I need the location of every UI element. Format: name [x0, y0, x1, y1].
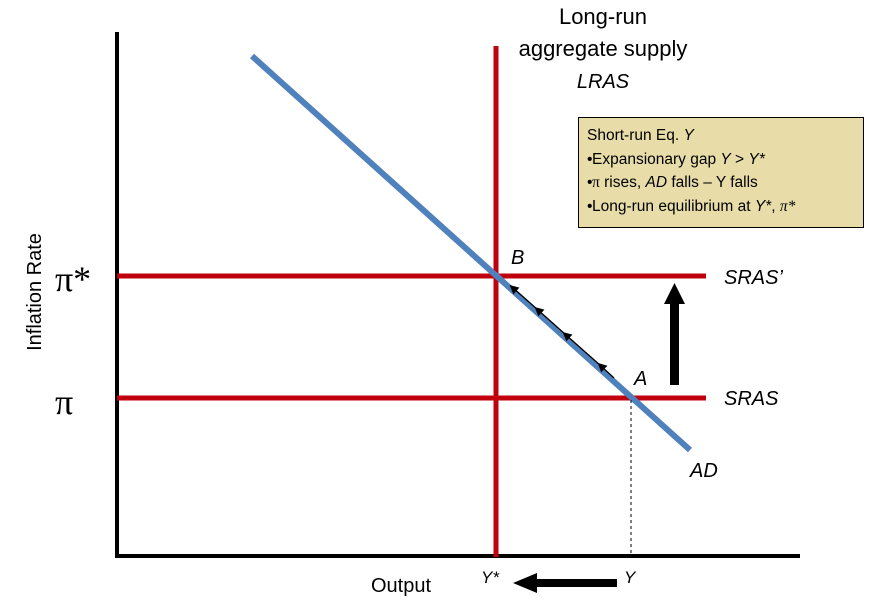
bullet: • [587, 197, 593, 215]
explanation-var: Y [720, 150, 731, 168]
point-a-label: A [633, 368, 647, 390]
adjustment-arrows [509, 284, 615, 379]
explanation-text: , [771, 197, 780, 215]
pi-star-label: π* [55, 259, 91, 299]
adjustment-arrow [534, 306, 567, 336]
output-shift-arrow [513, 573, 617, 593]
adjustment-arrow [562, 331, 602, 367]
explanation-text: Expansionary gap [592, 150, 721, 168]
lras-title-line1: Long-run [559, 4, 647, 29]
explanation-var: Y* [748, 150, 765, 168]
lras-title-line2: aggregate supply [519, 36, 688, 61]
explanation-var: Y [683, 127, 694, 144]
explanation-text: > [730, 150, 749, 168]
explanation-line-2: •Expansionary gap Y > Y* [587, 148, 863, 172]
ad-line [249, 53, 693, 453]
y-star-tick-label: Y* [481, 568, 500, 587]
explanation-var: AD [645, 174, 668, 191]
y-axis-label: Inflation Rate [24, 233, 46, 351]
x-axis-label: Output [371, 575, 431, 597]
explanation-line-3: •π rises, AD falls – Y falls [587, 171, 863, 195]
explanation-text: Short-run Eq. [587, 127, 684, 144]
explanation-symbol: π [592, 174, 600, 191]
sras-shift-arrow [664, 283, 685, 385]
adjustment-arrow [509, 284, 539, 311]
explanation-symbol: π* [779, 197, 796, 215]
sras-prime-label: SRAS’ [724, 267, 783, 289]
adjustment-arrow [597, 362, 615, 379]
explanation-var: Y* [754, 197, 772, 215]
explanation-text: rises, [599, 174, 646, 191]
sras-label: SRAS [724, 388, 779, 410]
explanation-box: Short-run Eq. Y •Expansionary gap Y > Y*… [578, 117, 864, 228]
pi-label: π [55, 382, 73, 422]
lras-title-line3: LRAS [577, 71, 630, 93]
point-b-label: B [511, 247, 524, 269]
bullet: • [587, 174, 593, 191]
ad-label: AD [689, 460, 718, 482]
bullet: • [587, 150, 593, 168]
explanation-text: falls – Y falls [667, 174, 758, 191]
explanation-line-4: •Long-run equilibrium at Y*, π* [587, 195, 863, 219]
explanation-text: Long-run equilibrium at [592, 197, 755, 215]
explanation-line-1: Short-run Eq. Y [587, 124, 863, 148]
y-tick-label: Y [624, 568, 637, 587]
